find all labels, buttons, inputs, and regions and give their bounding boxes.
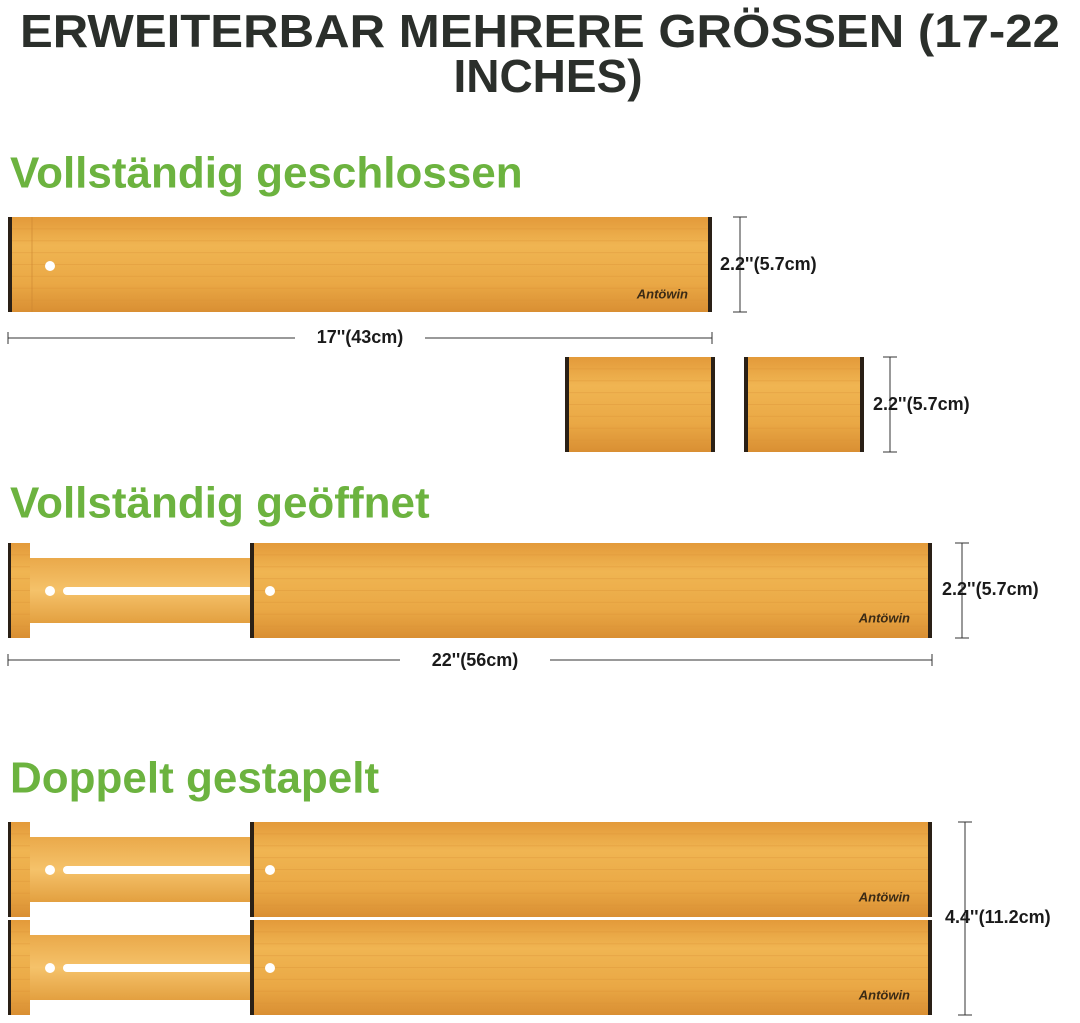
board-end bbox=[928, 543, 932, 638]
board-end bbox=[8, 822, 11, 917]
board-end bbox=[860, 357, 864, 452]
board-end bbox=[8, 920, 11, 1015]
title-line: INCHES) bbox=[453, 50, 642, 102]
brand-logo: Antöwin bbox=[858, 610, 910, 625]
dimension-label: 4.4''(11.2cm) bbox=[945, 907, 1051, 927]
brand-logo: Antöwin bbox=[858, 987, 910, 1002]
board-end bbox=[565, 357, 569, 452]
board bbox=[8, 822, 30, 917]
board bbox=[250, 920, 932, 1015]
section-heading: Vollständig geöffnet bbox=[10, 479, 430, 528]
hole bbox=[45, 865, 55, 875]
board-end bbox=[250, 920, 254, 1015]
brand-logo: Antöwin bbox=[636, 286, 688, 301]
board-end bbox=[250, 822, 254, 917]
board-end bbox=[250, 543, 254, 638]
board bbox=[8, 543, 30, 638]
slot bbox=[63, 866, 253, 874]
board-end bbox=[8, 543, 11, 638]
board-end bbox=[8, 217, 12, 312]
hole bbox=[45, 586, 55, 596]
board-end bbox=[711, 357, 715, 452]
board bbox=[565, 357, 715, 452]
hole bbox=[45, 261, 55, 271]
dimension-label: 22''(56cm) bbox=[432, 650, 519, 670]
hole bbox=[265, 865, 275, 875]
board bbox=[8, 920, 30, 1015]
hole bbox=[265, 963, 275, 973]
slot bbox=[63, 587, 253, 595]
dimension-label: 17''(43cm) bbox=[317, 327, 404, 347]
board bbox=[250, 822, 932, 917]
section-heading: Vollständig geschlossen bbox=[10, 149, 523, 198]
board-end bbox=[708, 217, 712, 312]
brand-logo: Antöwin bbox=[858, 889, 910, 904]
dimension-label: 2.2''(5.7cm) bbox=[720, 254, 817, 274]
board-end bbox=[928, 920, 932, 1015]
hole bbox=[265, 586, 275, 596]
title-line: ERWEITERBAR MEHRERE GRÖSSEN (17-22 bbox=[20, 5, 1060, 57]
hole bbox=[45, 963, 55, 973]
board bbox=[250, 543, 932, 638]
board bbox=[8, 217, 712, 312]
dimension-label: 2.2''(5.7cm) bbox=[942, 579, 1039, 599]
dimension-label: 2.2''(5.7cm) bbox=[873, 394, 970, 414]
board-end bbox=[928, 822, 932, 917]
board-end bbox=[744, 357, 748, 452]
section-heading: Doppelt gestapelt bbox=[10, 754, 379, 803]
board bbox=[744, 357, 864, 452]
slot bbox=[63, 964, 253, 972]
